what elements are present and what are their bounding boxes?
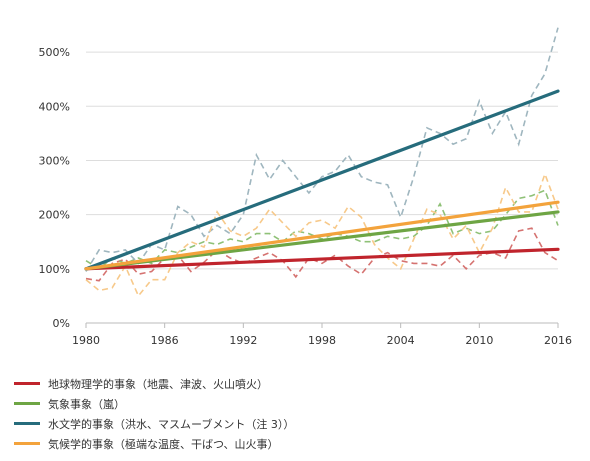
gridlines: [85, 51, 559, 328]
y-tick-labels: 0% 100% 200% 300% 400% 500%: [39, 46, 70, 330]
series-line-hydrological: [85, 27, 559, 272]
legend-item-climatological: 気候学的事象（極端な温度、干ばつ、山火事）: [14, 434, 294, 453]
legend-label-meteorological: 気象事象（嵐）: [48, 397, 125, 411]
x-tick-label: 1986: [151, 334, 179, 347]
legend-swatch-hydrological: [14, 422, 40, 425]
legend-swatch-geophysical: [14, 382, 40, 385]
series-line-climatological: [85, 171, 559, 298]
legend: 地球物理学的事象（地震、津波、火山噴火） 気象事象（嵐） 水文学的事象（洪水、マ…: [14, 374, 294, 454]
trend-line-climatological: [84, 200, 560, 271]
legend-item-geophysical: 地球物理学的事象（地震、津波、火山噴火）: [14, 374, 294, 393]
trend-lines: [84, 89, 560, 271]
series-line-meteorological: [85, 189, 559, 270]
x-tick-label: 1980: [72, 334, 100, 347]
y-tick-label: 400%: [39, 100, 70, 113]
y-tick-label: 300%: [39, 154, 70, 167]
y-tick-label: 200%: [39, 209, 70, 222]
legend-label-climatological: 気候学的事象（極端な温度、干ばつ、山火事）: [48, 437, 279, 451]
y-tick-label: 500%: [39, 46, 70, 59]
legend-label-hydrological: 水文学的事象（洪水、マスムーブメント（注 3））: [48, 417, 295, 431]
legend-item-meteorological: 気象事象（嵐）: [14, 394, 294, 413]
legend-label-geophysical: 地球物理学的事象（地震、津波、火山噴火）: [48, 377, 268, 391]
x-tick-label: 2004: [387, 334, 415, 347]
x-tick-label: 2010: [465, 334, 493, 347]
trend-line-meteorological: [84, 210, 560, 271]
legend-swatch-meteorological: [14, 402, 40, 405]
y-tick-label: 100%: [39, 263, 70, 276]
x-tick-label: 2016: [544, 334, 572, 347]
x-tick-labels: 1980 1986 1992 1998 2004 2010 2016: [72, 334, 572, 347]
x-tick-label: 1992: [229, 334, 257, 347]
legend-item-hydrological: 水文学的事象（洪水、マスムーブメント（注 3））: [14, 414, 294, 433]
annual-series-lines: [85, 27, 559, 298]
x-tick-label: 1998: [308, 334, 336, 347]
legend-swatch-climatological: [14, 442, 40, 445]
trend-line-hydrological: [84, 89, 560, 271]
trend-line-geophysical: [84, 247, 560, 271]
y-tick-label: 0%: [53, 317, 70, 330]
